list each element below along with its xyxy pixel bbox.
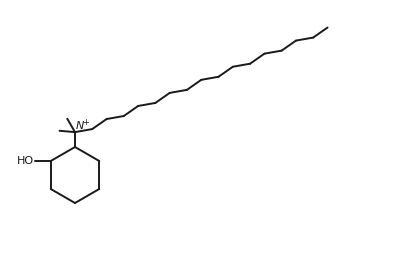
Text: +: +: [83, 118, 89, 127]
Text: N: N: [76, 121, 84, 131]
Text: HO: HO: [17, 156, 34, 166]
